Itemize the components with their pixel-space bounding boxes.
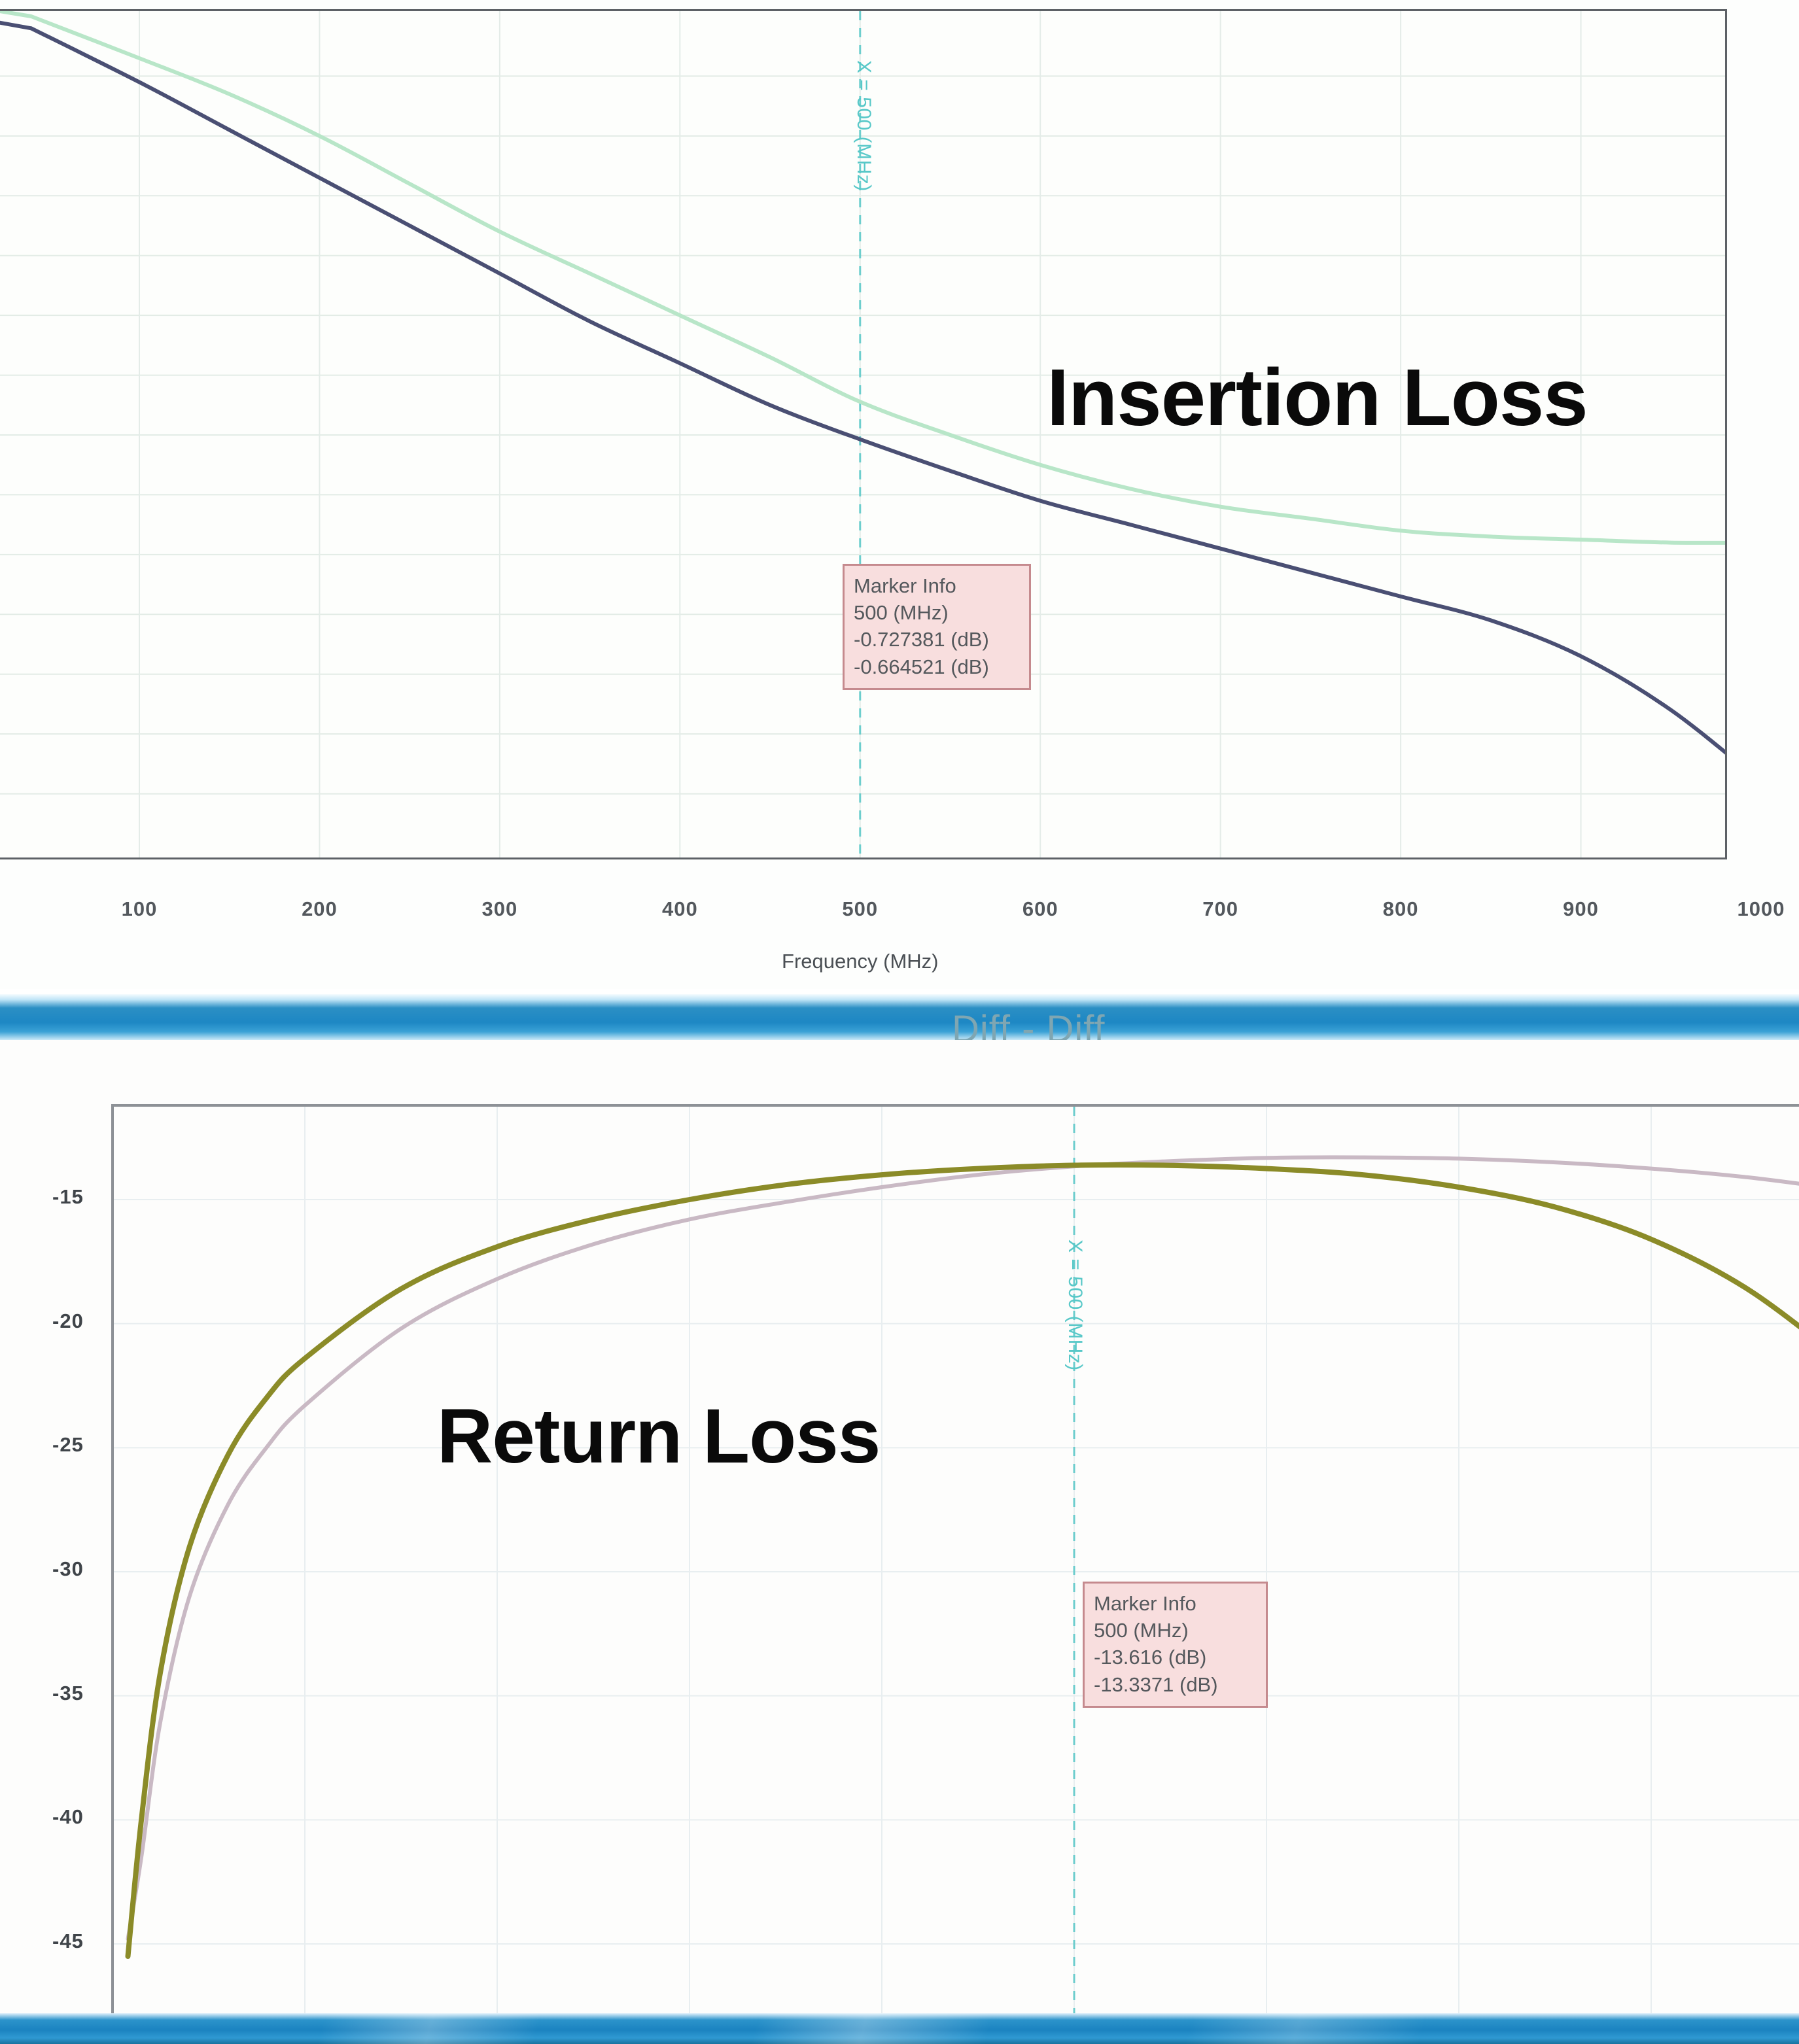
x-tick-400: 400: [661, 897, 698, 920]
x-tick-900: 900: [1563, 897, 1599, 920]
insertion-loss-overlay-label: Insertion Loss: [1047, 353, 1588, 443]
x-axis-title-top: Frequency (MHz): [782, 950, 939, 973]
marker-info-frequency: 500 (MHz): [1094, 1619, 1189, 1642]
return-loss-plot-area: [111, 1104, 1799, 2013]
x-tick-100: 100: [121, 897, 158, 920]
marker-info-value-1: -0.727381 (dB): [854, 628, 989, 651]
y-tick-20: -20: [52, 1309, 84, 1332]
return-loss-overlay-label: Return Loss: [437, 1393, 881, 1480]
marker-info-box-top[interactable]: Marker Info 500 (MHz) -0.727381 (dB) -0.…: [843, 564, 1031, 690]
marker-vertical-label-bottom: X = 500 (MHz): [1064, 1239, 1086, 1371]
insertion-loss-svg: [0, 11, 1725, 857]
marker-info-value-2: -0.664521 (dB): [854, 655, 989, 678]
window-separator-band-top: [0, 994, 1799, 1040]
marker-vertical-label-top: X = 500 (MHz): [852, 60, 875, 192]
marker-info-value-2: -13.3371 (dB): [1094, 1672, 1218, 1696]
x-tick-600: 600: [1022, 897, 1058, 920]
insertion-loss-panel: X = 500 (MHz) Insertion Loss Marker Info…: [0, 0, 1799, 989]
x-tick-800: 800: [1382, 897, 1419, 920]
return-loss-panel: -15 -20 -25 -30 -35 -40 -45 X = 500 (MHz) Retu…: [0, 1040, 1799, 2013]
y-tick-25: -25: [52, 1433, 84, 1457]
return-loss-svg: [114, 1107, 1799, 2013]
x-tick-500: 500: [842, 897, 879, 920]
x-axis-ticks-top: 100 200 300 400 500 600 700 800 900 1000: [0, 897, 1799, 937]
marker-info-value-1: -13.616 (dB): [1094, 1646, 1207, 1669]
insertion-loss-plot-area: [0, 9, 1727, 859]
x-tick-200: 200: [302, 897, 338, 920]
x-tick-300: 300: [481, 897, 518, 920]
y-tick-40: -40: [52, 1805, 84, 1829]
x-tick-1000: 1000: [1737, 897, 1785, 920]
marker-info-frequency: 500 (MHz): [854, 601, 949, 625]
y-tick-45: -45: [52, 1930, 84, 1952]
y-tick-30: -30: [52, 1557, 84, 1580]
y-tick-35: -35: [52, 1681, 84, 1705]
y-tick-15: -15: [52, 1185, 84, 1208]
x-tick-700: 700: [1202, 897, 1239, 920]
window-separator-band-bottom: [0, 2013, 1799, 2044]
marker-info-title: Marker Info: [854, 574, 956, 597]
marker-info-title: Marker Info: [1094, 1592, 1196, 1615]
marker-info-box-bottom[interactable]: Marker Info 500 (MHz) -13.616 (dB) -13.3…: [1083, 1582, 1268, 1708]
